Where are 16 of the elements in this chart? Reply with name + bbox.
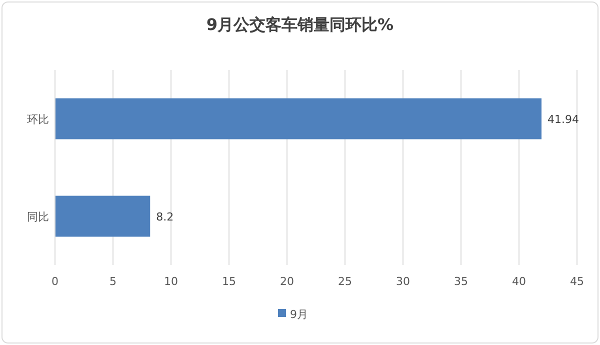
x-tick-label: 0 [52,275,58,288]
x-tick-label: 35 [454,275,468,288]
legend-label: 9月 [290,308,308,321]
y-tick-label: 环比 [27,112,49,126]
x-tick-label: 20 [280,275,294,288]
x-tick-label: 30 [396,275,410,288]
x-tick-label: 45 [570,275,584,288]
x-tick-label: 5 [110,275,116,288]
data-label: 41.94 [548,112,580,126]
data-label: 8.2 [156,210,174,224]
x-tick-label: 10 [164,275,178,288]
chart-title: 9月公交客车销量同环比% [206,15,394,34]
y-tick-label: 同比 [27,210,49,224]
x-tick-label: 25 [338,275,352,288]
x-tick-label: 15 [222,275,236,288]
x-tick-label: 40 [512,275,526,288]
